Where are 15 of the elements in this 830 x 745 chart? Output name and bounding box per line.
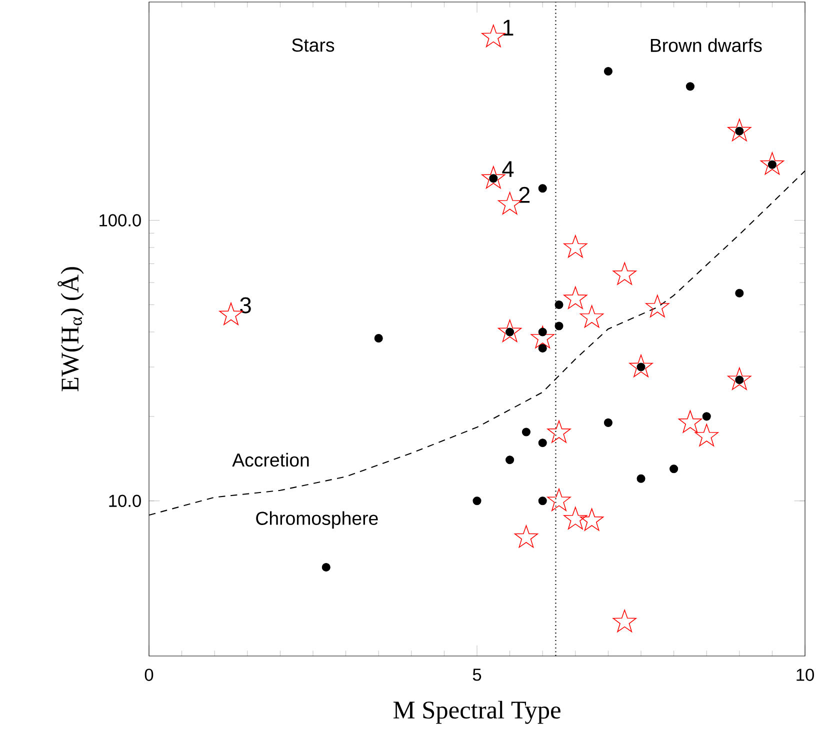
- annotation: 4: [502, 161, 514, 177]
- annotation: 1: [503, 20, 514, 36]
- annotation: 2: [519, 186, 530, 203]
- x-tick-label: 0: [144, 668, 154, 681]
- annotation: Accretion: [232, 452, 309, 467]
- annotation: Stars: [292, 38, 334, 52]
- annotation: Chromosphere: [256, 511, 378, 529]
- y-tick-label: 100.0: [100, 214, 141, 226]
- y-tick-label: 10.0: [109, 494, 141, 508]
- y-axis-title: EW(H$_{α}$) (Å): [58, 267, 84, 392]
- x-tick-label: 10: [796, 668, 814, 681]
- annotation: Brown dwarfs: [650, 38, 762, 52]
- x-axis-title: M Spectral Type: [394, 700, 560, 724]
- x-tick-label: 5: [472, 668, 482, 681]
- annotation: 3: [240, 297, 251, 314]
